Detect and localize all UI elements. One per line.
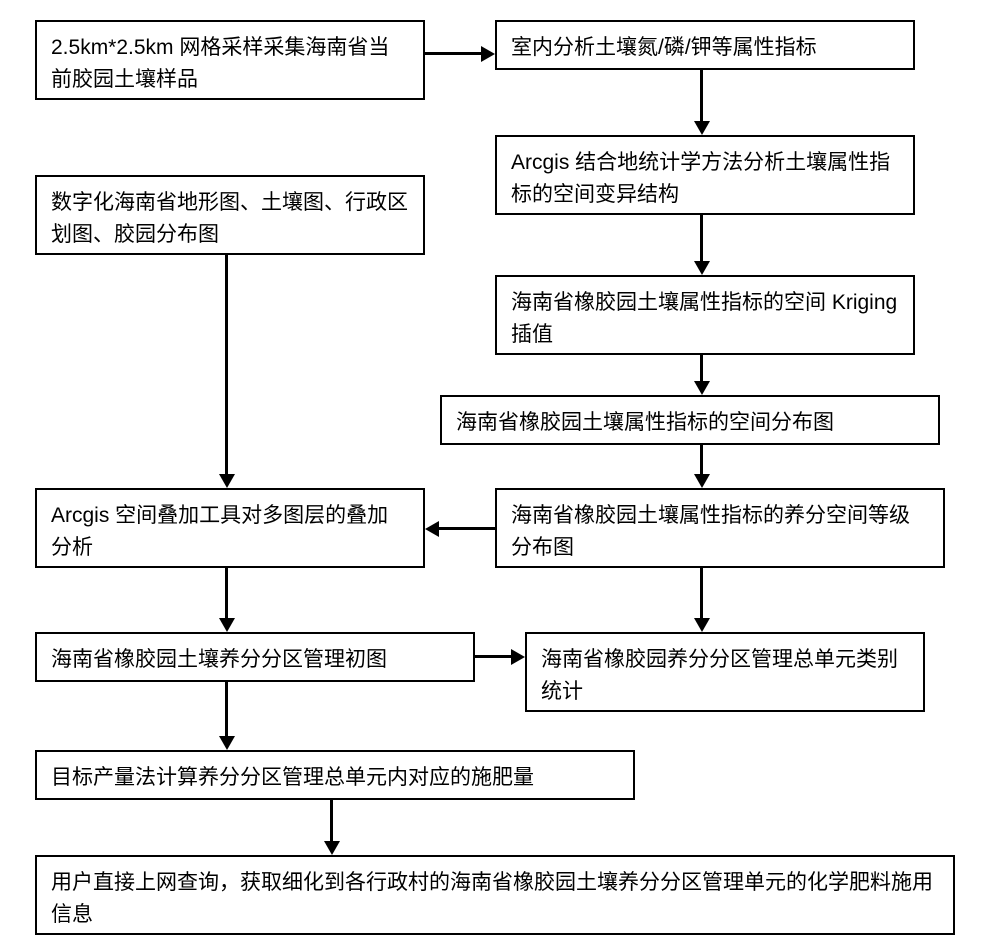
arrow-head [694,261,710,275]
box-text: 海南省橡胶园土壤属性指标的养分空间等级分布图 [511,504,910,559]
flow-box: 海南省橡胶园土壤养分分区管理初图 [35,632,475,682]
arrow-head [219,618,235,632]
box-text: 海南省橡胶园土壤属性指标的空间分布图 [456,411,834,434]
arrow [700,215,703,263]
arrow [700,70,703,123]
arrow [330,800,333,843]
arrow [225,255,228,476]
box-text: 海南省橡胶园养分分区管理总单元类别统计 [541,648,898,703]
arrow-head [219,736,235,750]
arrow-head [694,121,710,135]
flow-box: 海南省橡胶园土壤属性指标的空间分布图 [440,395,940,445]
arrow [700,445,703,476]
flow-box: 数字化海南省地形图、土壤图、行政区划图、胶园分布图 [35,175,425,255]
flow-box: 目标产量法计算养分分区管理总单元内对应的施肥量 [35,750,635,800]
arrow-head [324,841,340,855]
flow-box: 2.5km*2.5km 网格采样采集海南省当前胶园土壤样品 [35,20,425,100]
arrow-head [694,618,710,632]
arrow-head [694,381,710,395]
box-text: Arcgis 结合地统计学方法分析土壤属性指标的空间变异结构 [511,151,890,206]
arrow [225,682,228,738]
box-text: Arcgis 空间叠加工具对多图层的叠加分析 [51,504,388,559]
flow-box: Arcgis 结合地统计学方法分析土壤属性指标的空间变异结构 [495,135,915,215]
arrow [439,527,495,530]
box-text: 目标产量法计算养分分区管理总单元内对应的施肥量 [51,766,534,789]
arrow [475,655,513,658]
arrow-head [425,521,439,537]
box-text: 室内分析土壤氮/磷/钾等属性指标 [511,36,817,59]
arrow [425,52,483,55]
box-text: 2.5km*2.5km 网格采样采集海南省当前胶园土壤样品 [51,36,389,91]
arrow-head [694,474,710,488]
flow-box: 海南省橡胶园土壤属性指标的空间 Kriging 插值 [495,275,915,355]
arrow [225,568,228,620]
arrow-head [511,649,525,665]
box-text: 用户直接上网查询，获取细化到各行政村的海南省橡胶园土壤养分分区管理单元的化学肥料… [51,871,933,926]
box-text: 数字化海南省地形图、土壤图、行政区划图、胶园分布图 [51,191,408,246]
arrow-head [481,46,495,62]
arrow [700,568,703,620]
box-text: 海南省橡胶园土壤养分分区管理初图 [51,648,387,671]
arrow-head [219,474,235,488]
flow-box: 海南省橡胶园养分分区管理总单元类别统计 [525,632,925,712]
flow-box: 室内分析土壤氮/磷/钾等属性指标 [495,20,915,70]
box-text: 海南省橡胶园土壤属性指标的空间 Kriging 插值 [511,291,897,346]
arrow [700,355,703,383]
flow-box: Arcgis 空间叠加工具对多图层的叠加分析 [35,488,425,568]
flow-box: 用户直接上网查询，获取细化到各行政村的海南省橡胶园土壤养分分区管理单元的化学肥料… [35,855,955,935]
flow-box: 海南省橡胶园土壤属性指标的养分空间等级分布图 [495,488,945,568]
